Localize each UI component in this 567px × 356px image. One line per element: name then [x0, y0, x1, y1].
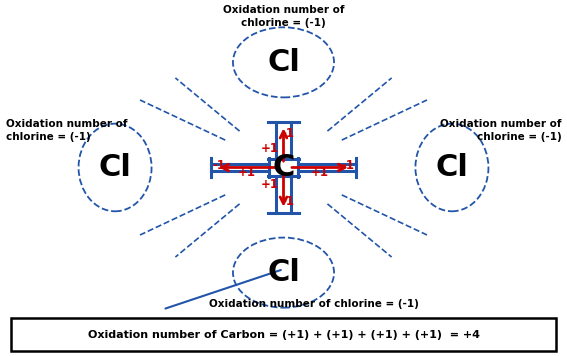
Text: -1: -1	[341, 159, 354, 172]
Text: Oxidation number of
chlorine = (-1): Oxidation number of chlorine = (-1)	[223, 5, 344, 28]
Text: -1: -1	[213, 159, 226, 172]
Text: +1: +1	[260, 142, 278, 155]
Text: Oxidation number of Carbon = (+1) + (+1) + (+1) + (+1)  = +4: Oxidation number of Carbon = (+1) + (+1)…	[87, 330, 480, 340]
Text: Oxidation number of
chlorine = (-1): Oxidation number of chlorine = (-1)	[6, 119, 127, 142]
Text: C: C	[272, 153, 295, 182]
Text: -1: -1	[281, 195, 294, 208]
Text: +1: +1	[238, 166, 256, 179]
Text: Cl: Cl	[99, 153, 132, 182]
Text: Cl: Cl	[435, 153, 468, 182]
Text: Cl: Cl	[267, 48, 300, 77]
Text: +1: +1	[311, 166, 329, 179]
FancyBboxPatch shape	[11, 318, 556, 351]
Text: Cl: Cl	[267, 258, 300, 287]
Text: Oxidation number of
chlorine = (-1): Oxidation number of chlorine = (-1)	[440, 119, 561, 142]
Text: Oxidation number of chlorine = (-1): Oxidation number of chlorine = (-1)	[209, 299, 420, 309]
Text: +1: +1	[260, 178, 278, 191]
Text: -1: -1	[281, 127, 294, 140]
